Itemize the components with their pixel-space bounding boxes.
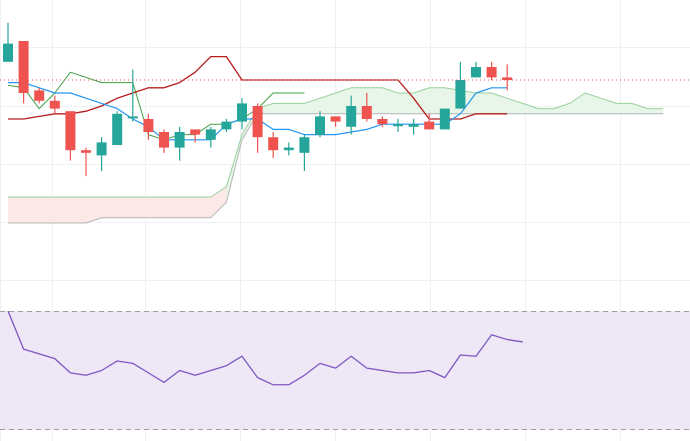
candle-body — [424, 121, 435, 130]
candle-16 — [252, 103, 263, 153]
candle-body — [190, 129, 201, 135]
candle-32 — [502, 64, 513, 91]
candle-17 — [268, 132, 279, 158]
candle-body — [174, 132, 185, 148]
candle-body — [205, 129, 216, 140]
candle-body — [439, 108, 450, 130]
candle-27 — [424, 113, 435, 130]
candle-24 — [377, 116, 388, 127]
candle-7 — [112, 111, 123, 145]
candle-6 — [96, 137, 107, 171]
candle-body — [471, 67, 481, 78]
cloud-upper-edge — [8, 87, 664, 198]
candle-28 — [439, 108, 450, 130]
candle-body — [361, 106, 372, 119]
candle-18 — [283, 142, 294, 156]
candle-2 — [34, 87, 45, 104]
candle-0 — [3, 22, 13, 62]
candle-body — [3, 43, 13, 62]
candle-body — [455, 80, 466, 109]
candle-body — [159, 132, 169, 148]
candle-1 — [18, 41, 29, 104]
candle-31 — [486, 61, 497, 80]
candle-4 — [65, 111, 76, 161]
candle-body — [268, 137, 279, 151]
oscillator-line — [7, 310, 523, 386]
candle-body — [502, 77, 513, 80]
candle-body — [49, 100, 60, 109]
candle-15 — [237, 98, 247, 130]
candle-25 — [393, 119, 403, 132]
candle-body — [112, 113, 123, 145]
candles — [3, 22, 513, 177]
candle-11 — [174, 126, 185, 161]
candle-20 — [315, 111, 325, 138]
candle-body — [330, 116, 341, 122]
candle-29 — [455, 61, 466, 109]
candle-body — [127, 116, 138, 119]
candle-body — [221, 121, 232, 130]
base-line — [8, 55, 508, 120]
candle-body — [393, 124, 403, 127]
candle-body — [18, 41, 29, 93]
candle-21 — [330, 116, 341, 127]
candle-body — [408, 124, 419, 127]
oscillator-panel — [0, 310, 690, 430]
candle-3 — [49, 95, 60, 114]
candle-12 — [190, 129, 201, 143]
candle-5 — [81, 147, 91, 177]
candle-30 — [471, 61, 481, 78]
candle-9 — [143, 113, 154, 140]
candle-19 — [299, 134, 310, 171]
candle-body — [96, 142, 107, 156]
candle-10 — [159, 129, 169, 153]
candle-body — [65, 111, 76, 151]
candle-body — [486, 67, 497, 78]
candle-26 — [408, 119, 419, 135]
candle-body — [252, 106, 263, 138]
candle-14 — [221, 119, 232, 132]
candle-body — [81, 150, 91, 153]
candle-body — [299, 137, 310, 153]
candle-body — [315, 116, 325, 135]
cloud-bearish — [8, 186, 227, 223]
oscillator-band — [0, 311, 690, 430]
candle-22 — [346, 95, 357, 135]
candle-body — [377, 119, 388, 125]
candle-body — [237, 103, 247, 122]
candle-8 — [127, 69, 138, 122]
candle-body — [143, 119, 154, 132]
candle-23 — [361, 93, 372, 122]
candle-13 — [205, 126, 216, 148]
cloud-lower-edge — [8, 113, 664, 224]
candle-body — [346, 106, 357, 127]
candle-body — [283, 147, 294, 151]
cloud-bullish — [226, 87, 664, 203]
candle-body — [34, 90, 45, 101]
